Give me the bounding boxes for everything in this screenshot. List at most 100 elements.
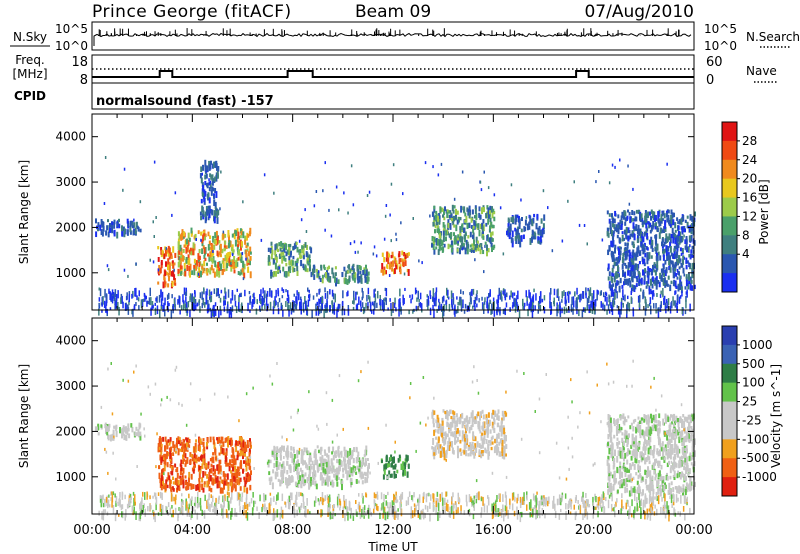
velocity-cell xyxy=(190,454,193,458)
power-cell xyxy=(207,231,210,237)
power-cell xyxy=(171,281,174,287)
power-cell xyxy=(204,211,207,218)
power-speckle xyxy=(392,163,395,167)
power-ground-cell xyxy=(660,301,662,308)
power-ground-cell xyxy=(288,305,290,312)
y-tick-label: 3000 xyxy=(55,175,86,189)
power-speckle xyxy=(222,230,225,234)
power-ground-cell xyxy=(164,297,166,306)
power-cell xyxy=(246,235,248,241)
power-ground-cell xyxy=(518,309,521,319)
velocity-cell xyxy=(634,452,637,459)
power-cell xyxy=(301,246,304,254)
nave-label: Nave xyxy=(746,64,777,78)
power-ground-cell xyxy=(622,295,625,301)
power-cell xyxy=(393,268,396,274)
power-cell xyxy=(208,240,211,246)
velocity-cell xyxy=(169,459,172,464)
power-cell xyxy=(447,243,450,250)
power-cell xyxy=(164,250,167,257)
velocity-cell xyxy=(273,463,276,469)
power-cell xyxy=(679,258,682,262)
power-ground-cell xyxy=(126,304,128,310)
power-cell xyxy=(493,211,496,215)
velocity-cell xyxy=(402,461,405,465)
power-cell xyxy=(299,249,302,255)
power-ground-cell xyxy=(611,290,613,297)
power-cell xyxy=(126,229,129,236)
power-cell xyxy=(441,246,444,253)
power-ground-cell xyxy=(140,299,143,306)
power-cell xyxy=(214,201,217,209)
power-cell xyxy=(672,232,675,239)
velocity-cell xyxy=(688,437,691,443)
velocity-cell xyxy=(655,419,658,424)
power-ground-cell xyxy=(685,291,688,295)
power-cell xyxy=(660,218,663,224)
velocity-cell xyxy=(402,465,405,472)
power-ground-cell xyxy=(172,304,174,311)
power-speckle xyxy=(619,158,621,162)
velocity-cell xyxy=(327,457,330,465)
velocity-cell xyxy=(664,482,666,487)
power-cell xyxy=(691,223,693,228)
velocity-cell xyxy=(626,467,629,473)
power-cell xyxy=(481,207,483,215)
velocity-cell xyxy=(619,482,621,488)
power-cell xyxy=(689,253,692,260)
power-cell xyxy=(198,257,200,263)
power-ground-cell xyxy=(277,302,279,308)
velocity-cell xyxy=(111,433,114,440)
power-ground-cell xyxy=(231,292,234,301)
velocity-cell xyxy=(634,418,637,423)
power-cell xyxy=(673,245,676,251)
power-cell xyxy=(667,254,670,261)
velocity-cell xyxy=(505,453,507,457)
power-ground-cell xyxy=(184,303,187,311)
velocity-cell xyxy=(390,463,393,468)
power-cell xyxy=(690,279,693,284)
power-speckle xyxy=(273,191,275,195)
power-speckle xyxy=(212,250,214,253)
velocity-cell xyxy=(160,456,163,464)
power-cell xyxy=(431,236,434,242)
velocity-cell xyxy=(296,452,299,459)
power-cell xyxy=(167,263,169,271)
velocity-cell xyxy=(611,442,614,449)
power-speckle xyxy=(400,221,402,225)
power-cell xyxy=(171,260,174,264)
velocity-cell xyxy=(338,458,341,465)
velocity-cell xyxy=(632,426,635,432)
power-speckle xyxy=(390,182,393,186)
power-ground-cell xyxy=(114,297,116,305)
velocity-cell xyxy=(645,457,648,463)
power-cell xyxy=(180,249,183,256)
velocity-cell xyxy=(303,447,306,453)
power-ground-cell xyxy=(684,309,687,315)
power-ground-cell xyxy=(269,288,271,297)
power-cell xyxy=(472,234,474,239)
velocity-cell xyxy=(644,445,647,451)
velocity-cell xyxy=(474,416,477,423)
power-cell xyxy=(663,248,666,254)
power-speckle xyxy=(680,252,683,256)
power-speckle xyxy=(683,273,685,277)
power-ground-cell xyxy=(403,298,405,305)
power-cell xyxy=(610,250,613,258)
velocity-cell xyxy=(503,452,506,460)
velocity-cell xyxy=(137,429,140,437)
power-cell xyxy=(124,228,126,234)
velocity-cell xyxy=(297,459,299,467)
power-cell xyxy=(277,248,279,253)
power-ground-cell xyxy=(353,290,355,300)
velocity-cell xyxy=(209,436,212,443)
power-cell xyxy=(652,264,654,270)
velocity-cell xyxy=(95,426,98,432)
power-cell xyxy=(248,251,250,257)
power-cell xyxy=(200,177,203,184)
velocity-cell xyxy=(288,479,291,486)
velocity-cell xyxy=(456,420,458,427)
power-ground-cell xyxy=(205,299,207,305)
power-cell xyxy=(160,247,163,251)
power-cell xyxy=(643,258,646,264)
